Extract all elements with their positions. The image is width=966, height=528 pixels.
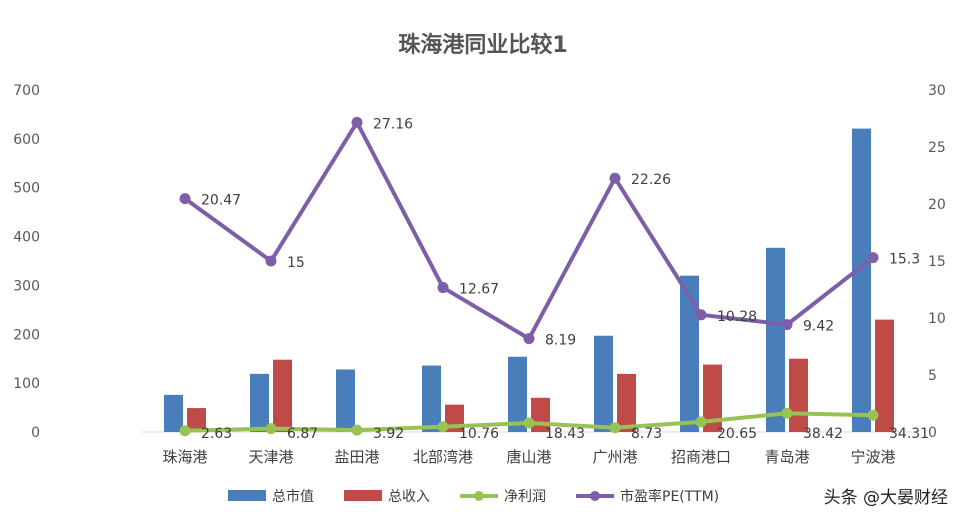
watermark: 头条 @大晏财经	[823, 488, 948, 508]
point-净利润	[781, 407, 793, 419]
point-市盈率PE(TTM)	[265, 255, 277, 267]
left-y-tick-label: 600	[13, 132, 40, 148]
point-市盈率PE(TTM)	[609, 172, 621, 184]
legend-item-市盈率PE(TTM): 市盈率PE(TTM)	[576, 488, 719, 505]
point-市盈率PE(TTM)	[351, 116, 363, 128]
right-y-tick-label: 10	[928, 311, 946, 327]
bar-总收入	[273, 359, 292, 432]
legend: 总市值 总收入 净利润 市盈率PE(TTM)	[228, 488, 719, 505]
bar-总收入	[789, 358, 808, 432]
point-净利润	[695, 416, 707, 428]
point-净利润	[867, 409, 879, 421]
data-label-市盈率PE(TTM): 20.47	[201, 193, 241, 209]
point-市盈率PE(TTM)	[437, 282, 449, 294]
point-市盈率PE(TTM)	[695, 309, 707, 321]
point-净利润	[265, 423, 277, 435]
left-y-tick-label: 200	[13, 327, 40, 343]
bar-总市值	[852, 128, 871, 432]
bar-总收入	[703, 364, 722, 432]
legend-marker	[590, 491, 600, 501]
left-y-tick-label: 0	[31, 425, 40, 441]
chart-title: 珠海港同业比较1	[398, 32, 567, 58]
bar-总收入	[875, 319, 894, 432]
data-label-净利润: 8.73	[631, 426, 662, 442]
data-label-市盈率PE(TTM): 9.42	[803, 319, 834, 335]
x-tick-label: 广州港	[592, 448, 637, 466]
data-label-净利润: 34.31	[889, 426, 929, 442]
legend-label: 市盈率PE(TTM)	[620, 488, 719, 505]
data-label-市盈率PE(TTM): 22.26	[631, 172, 671, 188]
bar-总收入	[187, 408, 206, 432]
right-y-tick-label: 30	[928, 83, 946, 99]
bar-总市值	[250, 373, 269, 432]
legend-label: 总市值	[272, 488, 314, 505]
data-label-市盈率PE(TTM): 10.28	[717, 309, 757, 325]
x-tick-label: 天津港	[248, 448, 293, 466]
x-tick-label: 北部湾港	[413, 448, 473, 466]
point-净利润	[437, 421, 449, 433]
bar-总市值	[422, 365, 441, 432]
x-tick-label: 唐山港	[506, 448, 551, 466]
legend-swatch	[228, 490, 266, 501]
bar-总市值	[164, 394, 183, 432]
right-y-tick-label: 5	[928, 368, 937, 384]
legend-swatch	[344, 490, 382, 501]
right-y-tick-label: 20	[928, 197, 946, 213]
bar-总市值	[594, 335, 613, 432]
x-tick-label: 招商港口	[671, 448, 731, 466]
data-label-净利润: 20.65	[717, 426, 757, 442]
left-y-tick-label: 700	[13, 83, 40, 99]
data-label-净利润: 3.92	[373, 426, 404, 442]
bar-总市值	[680, 275, 699, 432]
right-y-tick-label: 15	[928, 254, 946, 270]
right-y-tick-label: 0	[928, 425, 937, 441]
point-净利润	[609, 422, 621, 434]
left-y-axis: 0 100 200 300 400 500 600 700	[13, 83, 40, 441]
data-label-净利润: 38.42	[803, 426, 843, 442]
bar-总收入	[617, 373, 636, 432]
legend-label: 净利润	[504, 489, 546, 505]
x-tick-label: 珠海港	[162, 448, 207, 466]
left-y-tick-label: 500	[13, 181, 40, 197]
data-label-市盈率PE(TTM): 15	[287, 255, 305, 271]
data-label-市盈率PE(TTM): 12.67	[459, 282, 499, 298]
data-label-市盈率PE(TTM): 27.16	[373, 116, 413, 132]
point-市盈率PE(TTM)	[179, 193, 191, 205]
x-tick-label: 宁波港	[850, 448, 895, 466]
data-label-净利润: 6.87	[287, 426, 318, 442]
x-axis-categories: 珠海港 天津港 盐田港 北部湾港 唐山港 广州港 招商港口 青岛港 宁波港	[162, 448, 895, 466]
data-label-市盈率PE(TTM): 15.3	[889, 252, 920, 268]
legend-label: 总收入	[388, 489, 430, 505]
right-y-axis: 0 5 10 15 20 25 30	[928, 83, 946, 441]
legend-marker	[474, 491, 484, 501]
legend-item-总市值: 总市值	[228, 488, 314, 505]
point-净利润	[179, 425, 191, 437]
point-净利润	[523, 417, 535, 429]
left-y-tick-label: 400	[13, 230, 40, 246]
data-label-市盈率PE(TTM): 8.19	[545, 333, 576, 349]
x-tick-label: 青岛港	[764, 448, 809, 466]
data-label-净利润: 10.76	[459, 426, 499, 442]
right-y-tick-label: 25	[928, 140, 946, 156]
point-净利润	[351, 424, 363, 436]
bar-总市值	[336, 369, 355, 432]
left-y-tick-label: 100	[13, 376, 40, 392]
data-label-净利润: 18.43	[545, 426, 585, 442]
legend-item-净利润: 净利润	[460, 489, 546, 505]
point-市盈率PE(TTM)	[867, 252, 879, 264]
data-label-净利润: 2.63	[201, 426, 232, 442]
point-市盈率PE(TTM)	[523, 333, 535, 345]
bar-总市值	[766, 247, 785, 432]
legend-item-总收入: 总收入	[344, 489, 430, 505]
bar-series-group	[164, 128, 894, 432]
x-tick-label: 盐田港	[334, 448, 379, 466]
bar-总市值	[508, 356, 527, 432]
point-市盈率PE(TTM)	[781, 319, 793, 331]
left-y-tick-label: 300	[13, 278, 40, 294]
line-series-group: 2.63 6.87 3.92 10.76 18.43 8.73 20.65 38.42 34.3…	[179, 116, 929, 442]
